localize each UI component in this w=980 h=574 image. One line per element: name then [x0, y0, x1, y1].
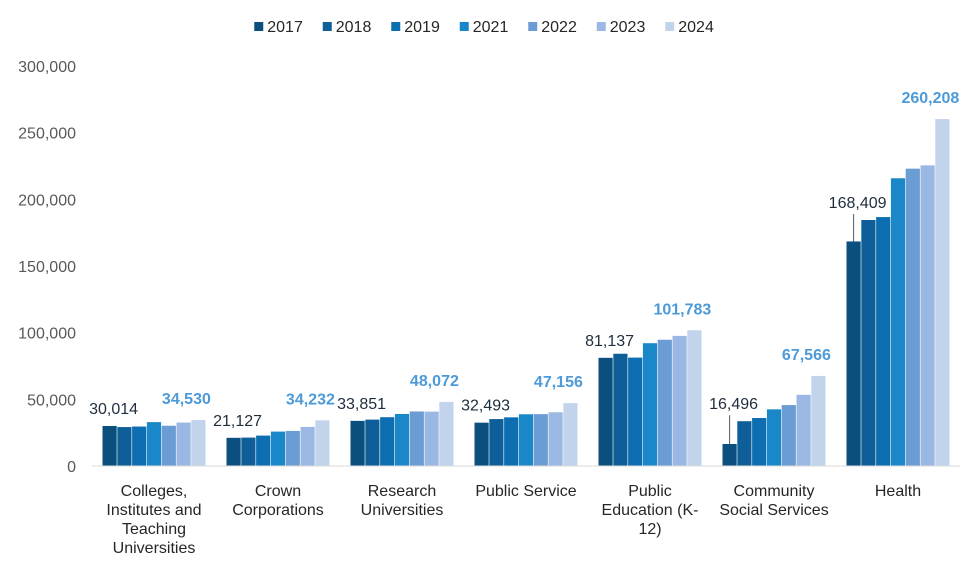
y-axis: 0 50,000 100,000 150,000 200,000 250,000 300,0… — [18, 59, 76, 476]
bar-2021 — [518, 414, 534, 466]
bar-2019 — [256, 435, 271, 466]
x-tick-label: Public Service — [475, 483, 576, 500]
x-tick-label: Research Universities — [361, 483, 444, 519]
data-label-last: 48,072 — [410, 373, 459, 390]
data-label-last: 34,232 — [286, 391, 335, 408]
bar-2017 — [102, 425, 117, 466]
bar-2021 — [766, 409, 782, 466]
bar-2023 — [920, 165, 935, 467]
data-label-last: 67,566 — [782, 347, 831, 364]
bar-2017 — [226, 437, 241, 466]
y-tick-label: 0 — [67, 459, 76, 476]
bar-2018 — [241, 437, 256, 466]
y-tick-label: 50,000 — [27, 392, 76, 409]
x-tick-label: Community Social Services — [719, 483, 828, 519]
bar-2017 — [350, 420, 365, 466]
bar-2024 — [563, 403, 578, 466]
bar-2023 — [672, 335, 687, 466]
bar-2017 — [598, 357, 613, 466]
legend-swatch-2019 — [391, 22, 401, 31]
bar-2019 — [752, 418, 767, 466]
x-axis: Colleges, Institutes and Teaching Universit… — [92, 465, 960, 557]
bar-2021 — [890, 178, 906, 466]
bar-2024 — [935, 119, 950, 466]
legend-swatch-2024 — [665, 22, 675, 31]
bar-2024 — [811, 375, 826, 466]
data-label-last: 101,783 — [653, 301, 711, 318]
bar-2019 — [504, 417, 519, 466]
data-label-first: 32,493 — [461, 398, 510, 415]
y-tick-label: 100,000 — [18, 326, 76, 343]
data-label-first: 30,014 — [89, 401, 138, 418]
data-label-last: 47,156 — [534, 374, 583, 391]
x-tick-label: Health — [875, 483, 921, 500]
bar-2019 — [380, 417, 395, 466]
legend: 2017 2018 2019 2021 2022 2023 2024 — [254, 19, 714, 36]
bar-2021 — [642, 343, 658, 466]
x-tick-label: Colleges, Institutes and Teaching Universit… — [106, 483, 201, 557]
legend-label: 2023 — [610, 19, 646, 36]
bar-2024 — [687, 330, 702, 466]
y-tick-label: 150,000 — [18, 259, 76, 276]
x-tick-label: Crown Corporations — [232, 483, 324, 519]
bar-2022 — [781, 405, 796, 466]
data-label-last: 260,208 — [901, 90, 959, 107]
y-tick-label: 200,000 — [18, 192, 76, 209]
bar-2018 — [365, 419, 380, 466]
legend-swatch-2023 — [596, 22, 606, 31]
bar-2018 — [117, 427, 132, 466]
data-label-first: 33,851 — [337, 396, 386, 413]
bar-2018 — [861, 220, 876, 466]
bar-2022 — [905, 168, 920, 466]
data-label-first: 81,137 — [585, 333, 634, 350]
bar-2022 — [657, 339, 672, 466]
x-tick-label: Public Education (K-12) — [602, 483, 699, 538]
bar-2021 — [270, 431, 286, 466]
legend-label: 2024 — [678, 19, 714, 36]
bar-2017 — [846, 241, 861, 466]
bar-2024 — [191, 419, 206, 466]
bar-2017 — [722, 444, 737, 466]
legend-swatch-2017 — [254, 22, 264, 31]
bar-2017 — [474, 422, 489, 466]
legend-swatch-2022 — [528, 22, 538, 31]
bars — [102, 119, 950, 467]
bar-2019 — [876, 217, 891, 466]
bar-2018 — [489, 419, 504, 466]
bar-2022 — [409, 411, 424, 466]
bar-2022 — [161, 425, 176, 466]
bar-2019 — [132, 426, 147, 466]
data-label-first: 21,127 — [213, 413, 262, 430]
bar-2022 — [285, 430, 300, 466]
bar-2023 — [300, 426, 315, 466]
legend-label: 2021 — [473, 19, 509, 36]
bar-2024 — [315, 420, 330, 466]
legend-swatch-2018 — [322, 22, 332, 31]
bar-2023 — [424, 411, 439, 466]
y-tick-label: 300,000 — [18, 59, 76, 76]
legend-label: 2017 — [267, 19, 303, 36]
legend-label: 2019 — [404, 19, 440, 36]
legend-label: 2018 — [336, 19, 372, 36]
bar-2021 — [146, 422, 162, 466]
y-tick-label: 250,000 — [18, 126, 76, 143]
bar-2018 — [737, 421, 752, 466]
bar-2023 — [176, 422, 191, 466]
bar-2021 — [394, 414, 410, 466]
bar-2024 — [439, 401, 454, 466]
bar-2018 — [613, 353, 628, 466]
data-label-first: 168,409 — [829, 195, 887, 212]
legend-swatch-2021 — [459, 22, 469, 31]
data-label-last: 34,530 — [162, 391, 211, 408]
bar-2019 — [628, 357, 643, 466]
bar-2022 — [533, 414, 548, 466]
bar-2023 — [796, 394, 811, 466]
bar-2023 — [548, 412, 563, 466]
data-label-first: 16,496 — [709, 396, 758, 413]
legend-label: 2022 — [541, 19, 577, 36]
